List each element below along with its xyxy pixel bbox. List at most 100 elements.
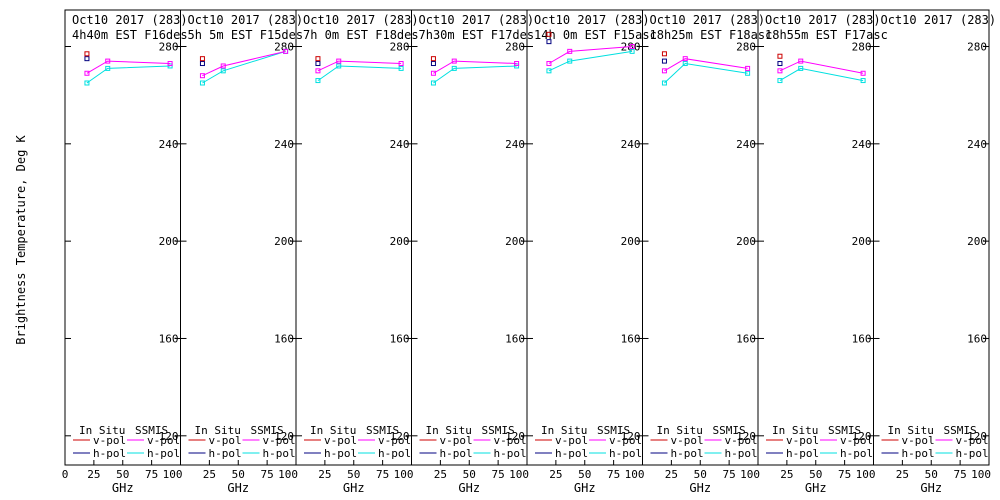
y-tick-label: 160 — [852, 332, 872, 345]
ssmis-hpol-point — [315, 78, 321, 84]
insitu-hpol-point — [546, 39, 552, 45]
legend-ssmis-hpol-label: h-pol — [840, 447, 873, 460]
y-tick-label: 200 — [736, 235, 756, 248]
x-tick-label: 100 — [625, 468, 645, 481]
x-tick-label: 100 — [278, 468, 298, 481]
legend-insitu-hpol-label: h-pol — [671, 447, 704, 460]
panel-title-date: Oct10 2017 (283) — [650, 13, 766, 27]
ssmis-vpol-point — [777, 68, 783, 74]
legend-insitu-vpol-label: v-pol — [902, 434, 935, 447]
x-tick-label: 25 — [665, 468, 678, 481]
panel-7: Oct10 2017 (283)18h55m EST F17asc 120 160 2… — [757, 9, 888, 495]
insitu-hpol-point — [430, 61, 436, 67]
y-tick-label: 240 — [967, 138, 987, 151]
legend-insitu-hpol-label: h-pol — [440, 447, 473, 460]
y-tick-label: 120 — [967, 430, 987, 443]
ssmis-vpol-point — [629, 43, 635, 49]
y-tick-label: 280 — [274, 40, 294, 53]
y-tick-label: 120 — [736, 430, 756, 443]
panel-4: Oct10 2017 (283)7h30m EST F17des 120 160 20… — [411, 9, 535, 495]
ssmis-vpol-point — [199, 73, 205, 79]
y-tick-label: 240 — [274, 138, 294, 151]
y-tick-label: 160 — [505, 332, 525, 345]
legend-insitu-vpol-label: v-pol — [786, 434, 819, 447]
panel-title-date: Oct10 2017 (283) — [303, 13, 419, 27]
ssmis-hpol-point — [105, 65, 111, 71]
panel-title-time: 4h40m EST F16des — [72, 28, 188, 42]
x-tick-label: 100 — [509, 468, 529, 481]
x-tick-label: 50 — [809, 468, 822, 481]
insitu-vpol-point — [430, 56, 436, 62]
ssmis-vpol-point — [661, 68, 667, 74]
ssmis-hpol-line — [779, 67, 864, 82]
ssmis-hpol-point — [220, 68, 226, 74]
panel-title-date: Oct10 2017 (283) — [534, 13, 650, 27]
ssmis-hpol-point — [860, 78, 866, 84]
insitu-hpol-point — [84, 56, 90, 62]
legend-ssmis-title: SSMIS — [135, 424, 168, 437]
legend-insitu-hpol-label: h-pol — [324, 447, 357, 460]
panel-title-time: 18h25m EST F18asc — [650, 28, 773, 42]
y-axis-label: Brightness Temperature, Deg K — [14, 134, 28, 344]
y-tick-label: 120 — [390, 430, 410, 443]
panel-8: Oct10 2017 (283) 120 160 200 240 280 25 50 75 100… — [873, 9, 996, 495]
x-tick-label: 75 — [954, 468, 967, 481]
x-tick-label: 75 — [261, 468, 274, 481]
y-tick-label: 120 — [621, 430, 641, 443]
y-tick-label: 280 — [852, 40, 872, 53]
x-tick-label: 25 — [318, 468, 331, 481]
ssmis-hpol-point — [84, 80, 90, 86]
ssmis-hpol-point — [199, 80, 205, 86]
legend-ssmis-vpol-label: v-pol — [725, 434, 758, 447]
x-tick-label: 50 — [463, 468, 476, 481]
panel-title-time: 5h 5m EST F15des — [188, 28, 304, 42]
x-tick-label: 50 — [578, 468, 591, 481]
legend-insitu-title: In Situ — [541, 424, 587, 437]
legend-ssmis-hpol-label: h-pol — [263, 447, 296, 460]
insitu-vpol-point — [84, 51, 90, 57]
x-tick-label: 75 — [723, 468, 736, 481]
legend-insitu-title: In Situ — [657, 424, 703, 437]
ssmis-vpol-point — [336, 58, 342, 64]
x-tick-label: 25 — [434, 468, 447, 481]
legend-ssmis-vpol-label: v-pol — [263, 434, 296, 447]
ssmis-hpol-point — [798, 65, 804, 71]
ssmis-vpol-point — [451, 58, 457, 64]
panel-title-time: 18h55m EST F17asc — [765, 28, 888, 42]
y-tick-label: 280 — [390, 40, 410, 53]
legend-insitu-hpol-label: h-pol — [209, 447, 242, 460]
ssmis-vpol-point — [283, 48, 289, 54]
legend-insitu-vpol-label: v-pol — [324, 434, 357, 447]
x-tick-label: 25 — [87, 468, 100, 481]
ssmis-hpol-point — [745, 70, 751, 76]
y-tick-label: 160 — [621, 332, 641, 345]
x-tick-label: 25 — [549, 468, 562, 481]
y-tick-label: 280 — [159, 40, 179, 53]
x-tick-label: 50 — [232, 468, 245, 481]
legend-insitu-hpol-label: h-pol — [786, 447, 819, 460]
x-tick-label: 0 — [62, 468, 69, 481]
x-tick-label: 50 — [116, 468, 129, 481]
x-tick-label: 25 — [203, 468, 216, 481]
ssmis-hpol-point — [430, 80, 436, 86]
legend-ssmis-hpol-label: h-pol — [956, 447, 989, 460]
panel-title-time: 7h 0m EST F18des — [303, 28, 419, 42]
panel-title-date: Oct10 2017 (283) — [419, 13, 535, 27]
legend-ssmis-hpol-label: h-pol — [725, 447, 758, 460]
y-tick-label: 240 — [390, 138, 410, 151]
legend-ssmis-vpol-label: v-pol — [378, 434, 411, 447]
y-tick-label: 280 — [505, 40, 525, 53]
x-axis-label: GHz — [112, 481, 134, 495]
ssmis-vpol-line — [86, 60, 171, 74]
insitu-hpol-point — [199, 61, 205, 67]
y-tick-label: 200 — [390, 235, 410, 248]
y-tick-label: 160 — [159, 332, 179, 345]
ssmis-hpol-line — [86, 65, 171, 84]
legend-ssmis-vpol-label: v-pol — [494, 434, 527, 447]
y-tick-label: 120 — [505, 430, 525, 443]
y-tick-label: 200 — [621, 235, 641, 248]
x-tick-label: 100 — [740, 468, 760, 481]
ssmis-vpol-point — [745, 65, 751, 71]
legend-insitu-hpol-label: h-pol — [902, 447, 935, 460]
